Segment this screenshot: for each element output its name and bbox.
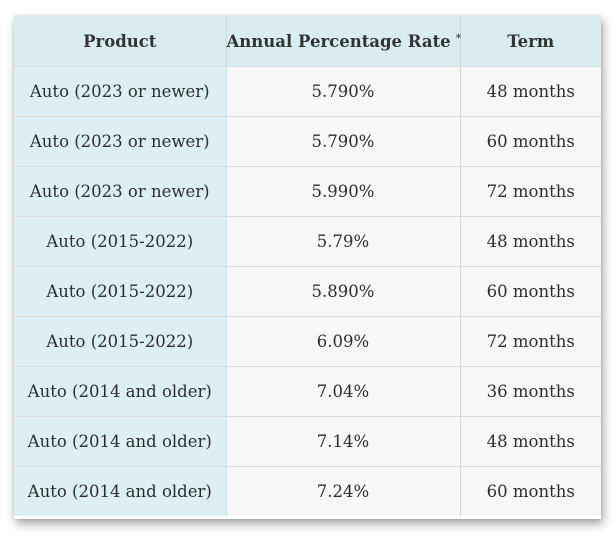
term-cell: 48 months: [460, 216, 601, 267]
rates-table: Product Annual Percentage Rate * Term Aut…: [14, 16, 601, 516]
term-cell: 60 months: [460, 466, 601, 516]
header-product: Product: [14, 16, 227, 67]
product-cell: Auto (2014 and older): [14, 416, 227, 467]
term-cell: 60 months: [460, 266, 601, 317]
product-cell: Auto (2015-2022): [14, 316, 227, 367]
table-header-row: Product Annual Percentage Rate * Term: [14, 16, 601, 67]
product-cell: Auto (2014 and older): [14, 366, 227, 417]
apr-cell: 7.24%: [226, 466, 461, 516]
apr-cell: 7.14%: [226, 416, 461, 467]
table-row: Auto (2023 or newer) 5.790% 60 months: [14, 116, 601, 167]
product-cell: Auto (2023 or newer): [14, 166, 227, 217]
apr-cell: 5.790%: [226, 116, 461, 167]
apr-cell: 5.790%: [226, 66, 461, 117]
table-row: Auto (2015-2022) 5.79% 48 months: [14, 216, 601, 267]
apr-cell: 5.890%: [226, 266, 461, 317]
apr-cell: 5.990%: [226, 166, 461, 217]
product-cell: Auto (2015-2022): [14, 216, 227, 267]
table-row: Auto (2015-2022) 5.890% 60 months: [14, 266, 601, 317]
apr-cell: 5.79%: [226, 216, 461, 267]
header-term: Term: [460, 16, 601, 67]
term-cell: 60 months: [460, 116, 601, 167]
product-cell: Auto (2023 or newer): [14, 66, 227, 117]
term-cell: 48 months: [460, 416, 601, 467]
table-row: Auto (2023 or newer) 5.990% 72 months: [14, 166, 601, 217]
apr-cell: 6.09%: [226, 316, 461, 367]
term-cell: 48 months: [460, 66, 601, 117]
table-row: Auto (2015-2022) 6.09% 72 months: [14, 316, 601, 367]
term-cell: 72 months: [460, 166, 601, 217]
product-cell: Auto (2015-2022): [14, 266, 227, 317]
table-row: Auto (2014 and older) 7.14% 48 months: [14, 416, 601, 467]
apr-cell: 7.04%: [226, 366, 461, 417]
product-cell: Auto (2014 and older): [14, 466, 227, 516]
table-row: Auto (2014 and older) 7.04% 36 months: [14, 366, 601, 417]
header-apr-label: Annual Percentage Rate: [226, 31, 451, 51]
product-cell: Auto (2023 or newer): [14, 116, 227, 167]
header-apr: Annual Percentage Rate *: [226, 16, 462, 67]
table-row: Auto (2014 and older) 7.24% 60 months: [14, 466, 601, 516]
header-apr-footnote-marker: *: [455, 31, 462, 45]
table-row: Auto (2023 or newer) 5.790% 48 months: [14, 66, 601, 117]
term-cell: 72 months: [460, 316, 601, 367]
rates-table-card: Product Annual Percentage Rate * Term Aut…: [14, 16, 601, 519]
term-cell: 36 months: [460, 366, 601, 417]
